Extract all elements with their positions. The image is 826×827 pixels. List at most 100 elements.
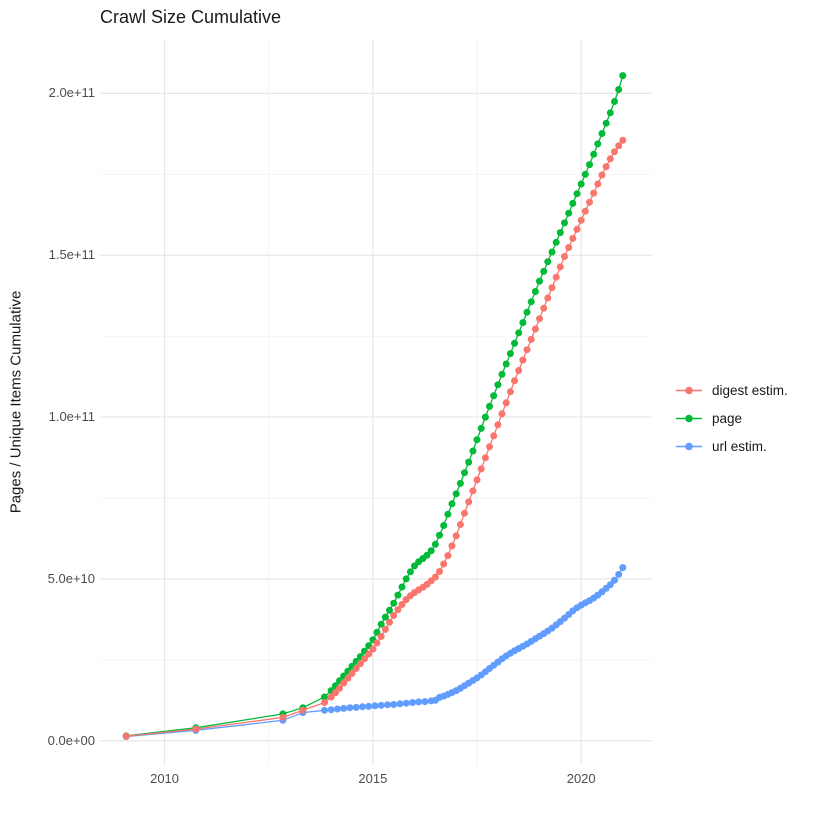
data-point-url-estim bbox=[402, 699, 410, 707]
data-point-digest-estim bbox=[352, 665, 360, 672]
data-point-page bbox=[436, 531, 443, 539]
data-point-url-estim bbox=[340, 704, 348, 712]
data-point-digest-estim bbox=[299, 706, 307, 714]
data-point-digest-estim bbox=[544, 294, 552, 302]
data-point-digest-estim bbox=[336, 684, 343, 692]
data-point-url-estim bbox=[327, 706, 335, 714]
data-point-page bbox=[602, 119, 610, 127]
data-point-url-estim bbox=[409, 699, 416, 706]
data-point-digest-estim bbox=[531, 325, 539, 333]
data-point-digest-estim bbox=[431, 573, 439, 581]
data-point-digest-estim bbox=[540, 304, 548, 312]
data-point-digest-estim bbox=[348, 669, 356, 677]
data-point-digest-estim bbox=[606, 155, 614, 163]
data-point-page bbox=[565, 209, 573, 217]
data-point-page bbox=[531, 288, 539, 295]
data-point-page bbox=[536, 277, 543, 285]
data-point-page bbox=[598, 130, 606, 137]
data-point-page bbox=[552, 238, 560, 246]
data-point-digest-estim bbox=[598, 171, 606, 179]
legend: digest estim. page url estim. bbox=[676, 380, 788, 464]
data-point-page bbox=[381, 613, 389, 621]
data-point-page bbox=[477, 424, 485, 432]
data-point-page bbox=[515, 329, 523, 337]
data-point-url-estim bbox=[321, 706, 328, 714]
data-point-url-estim bbox=[359, 703, 366, 711]
data-point-digest-estim bbox=[523, 346, 531, 354]
data-point-digest-estim bbox=[619, 136, 627, 144]
data-point-digest-estim bbox=[465, 498, 473, 506]
legend-key-icon bbox=[676, 414, 702, 422]
data-point-digest-estim bbox=[469, 487, 477, 495]
data-point-digest-estim bbox=[611, 148, 618, 156]
data-point-url-estim bbox=[619, 564, 627, 572]
y-axis-tick-labels: 0.0e+00 5.0e+10 1.0e+11 1.5e+11 2.0e+11 bbox=[0, 0, 95, 827]
data-point-digest-estim bbox=[502, 399, 510, 407]
data-point-url-estim bbox=[415, 698, 423, 706]
data-point-page bbox=[548, 248, 556, 256]
data-point-digest-estim bbox=[527, 335, 535, 343]
data-point-page bbox=[519, 319, 527, 327]
data-point-digest-estim bbox=[594, 180, 602, 188]
data-point-page bbox=[402, 575, 410, 583]
data-point-digest-estim bbox=[556, 263, 564, 271]
data-point-page bbox=[427, 547, 435, 555]
data-point-digest-estim bbox=[344, 674, 352, 682]
data-point-url-estim bbox=[371, 702, 379, 710]
data-point-digest-estim bbox=[461, 509, 468, 517]
legend-entry-url-estim: url estim. bbox=[676, 436, 788, 456]
data-point-digest-estim bbox=[511, 377, 518, 385]
data-point-page bbox=[502, 360, 510, 368]
chart-title: Crawl Size Cumulative bbox=[100, 7, 282, 27]
data-point-page bbox=[590, 150, 598, 158]
data-point-page bbox=[461, 469, 468, 477]
data-point-page bbox=[606, 109, 614, 117]
data-point-digest-estim bbox=[122, 732, 130, 740]
data-point-digest-estim bbox=[436, 568, 443, 575]
data-point-url-estim bbox=[377, 701, 385, 709]
y-tick-label: 0.0e+00 bbox=[47, 732, 95, 748]
data-point-page bbox=[494, 381, 502, 389]
data-point-page bbox=[490, 392, 498, 400]
data-point-digest-estim bbox=[192, 725, 200, 733]
data-point-page bbox=[511, 339, 518, 347]
data-point-url-estim bbox=[615, 570, 623, 578]
data-point-digest-estim bbox=[331, 689, 339, 697]
data-point-digest-estim bbox=[561, 253, 568, 260]
data-point-digest-estim bbox=[373, 639, 381, 647]
data-point-page bbox=[544, 258, 552, 266]
data-point-page bbox=[581, 170, 589, 178]
data-point-url-estim bbox=[352, 703, 360, 711]
data-point-page bbox=[440, 522, 448, 529]
y-tick-label: 1.5e+11 bbox=[48, 247, 95, 263]
data-point-page bbox=[523, 308, 531, 316]
data-point-page bbox=[594, 140, 602, 148]
data-point-digest-estim bbox=[573, 225, 581, 233]
data-point-page bbox=[452, 490, 460, 498]
data-point-url-estim bbox=[346, 704, 354, 712]
data-point-digest-estim bbox=[577, 216, 585, 224]
data-point-digest-estim bbox=[565, 244, 573, 251]
data-point-page bbox=[398, 583, 406, 591]
data-point-page bbox=[486, 402, 493, 410]
data-point-digest-estim bbox=[602, 163, 610, 171]
data-point-digest-estim bbox=[498, 410, 506, 418]
data-point-digest-estim bbox=[552, 273, 560, 281]
data-point-digest-estim bbox=[548, 284, 556, 292]
data-point-digest-estim bbox=[519, 356, 527, 364]
data-point-page bbox=[444, 510, 452, 518]
data-point-page bbox=[469, 447, 477, 455]
legend-label: page bbox=[712, 410, 743, 426]
data-point-digest-estim bbox=[398, 601, 406, 608]
data-point-page bbox=[465, 458, 473, 466]
y-tick-label: 1.0e+11 bbox=[48, 409, 95, 425]
data-point-digest-estim bbox=[321, 699, 328, 706]
data-point-digest-estim bbox=[386, 618, 393, 626]
data-point-page bbox=[473, 436, 481, 444]
data-point-url-estim bbox=[606, 581, 614, 589]
data-point-url-estim bbox=[421, 698, 429, 706]
data-point-digest-estim bbox=[361, 655, 368, 663]
data-point-page bbox=[406, 568, 414, 576]
